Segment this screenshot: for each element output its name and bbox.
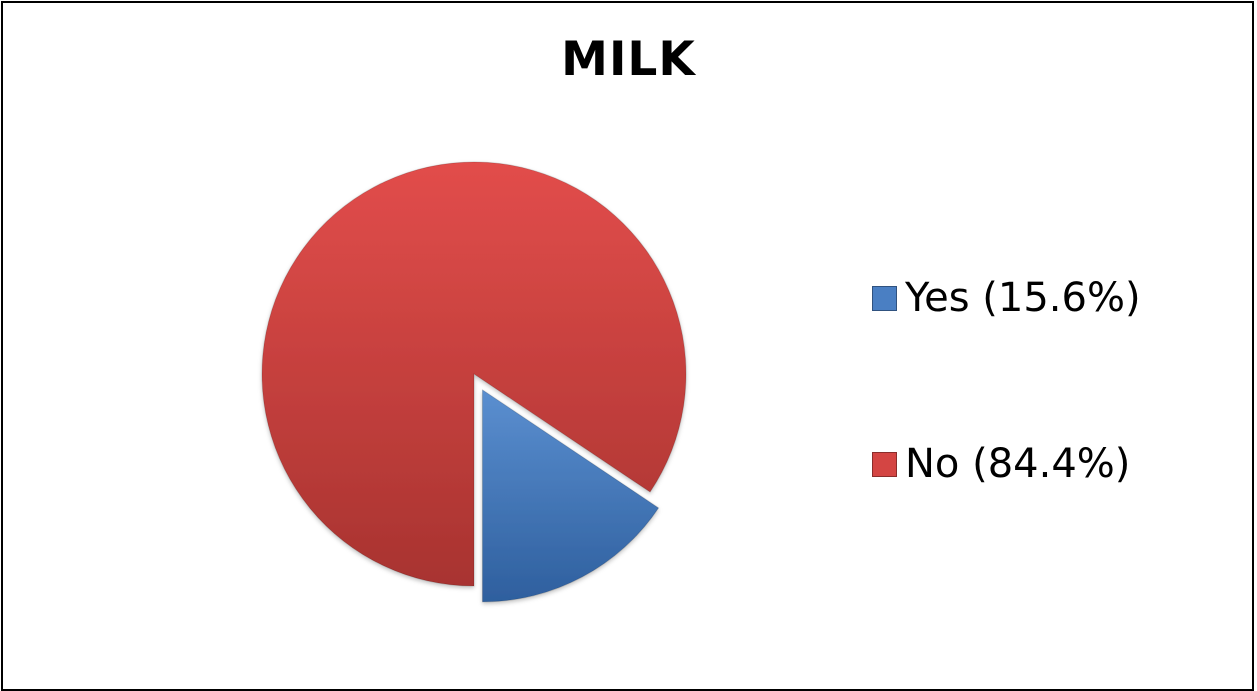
legend-item-yes: Yes (15.6%) — [872, 270, 1141, 326]
legend-swatch-no — [872, 451, 897, 477]
pie-slice-yes — [481, 388, 660, 603]
legend-swatch-yes — [872, 285, 897, 311]
chart-title: MILK — [561, 32, 696, 87]
legend-label-yes: Yes (15.6%) — [905, 275, 1141, 321]
legend-label-no: No (84.4%) — [905, 441, 1131, 487]
legend-item-no: No (84.4%) — [872, 436, 1130, 492]
pie-chart — [261, 161, 687, 603]
pie-slice-no — [261, 161, 687, 587]
